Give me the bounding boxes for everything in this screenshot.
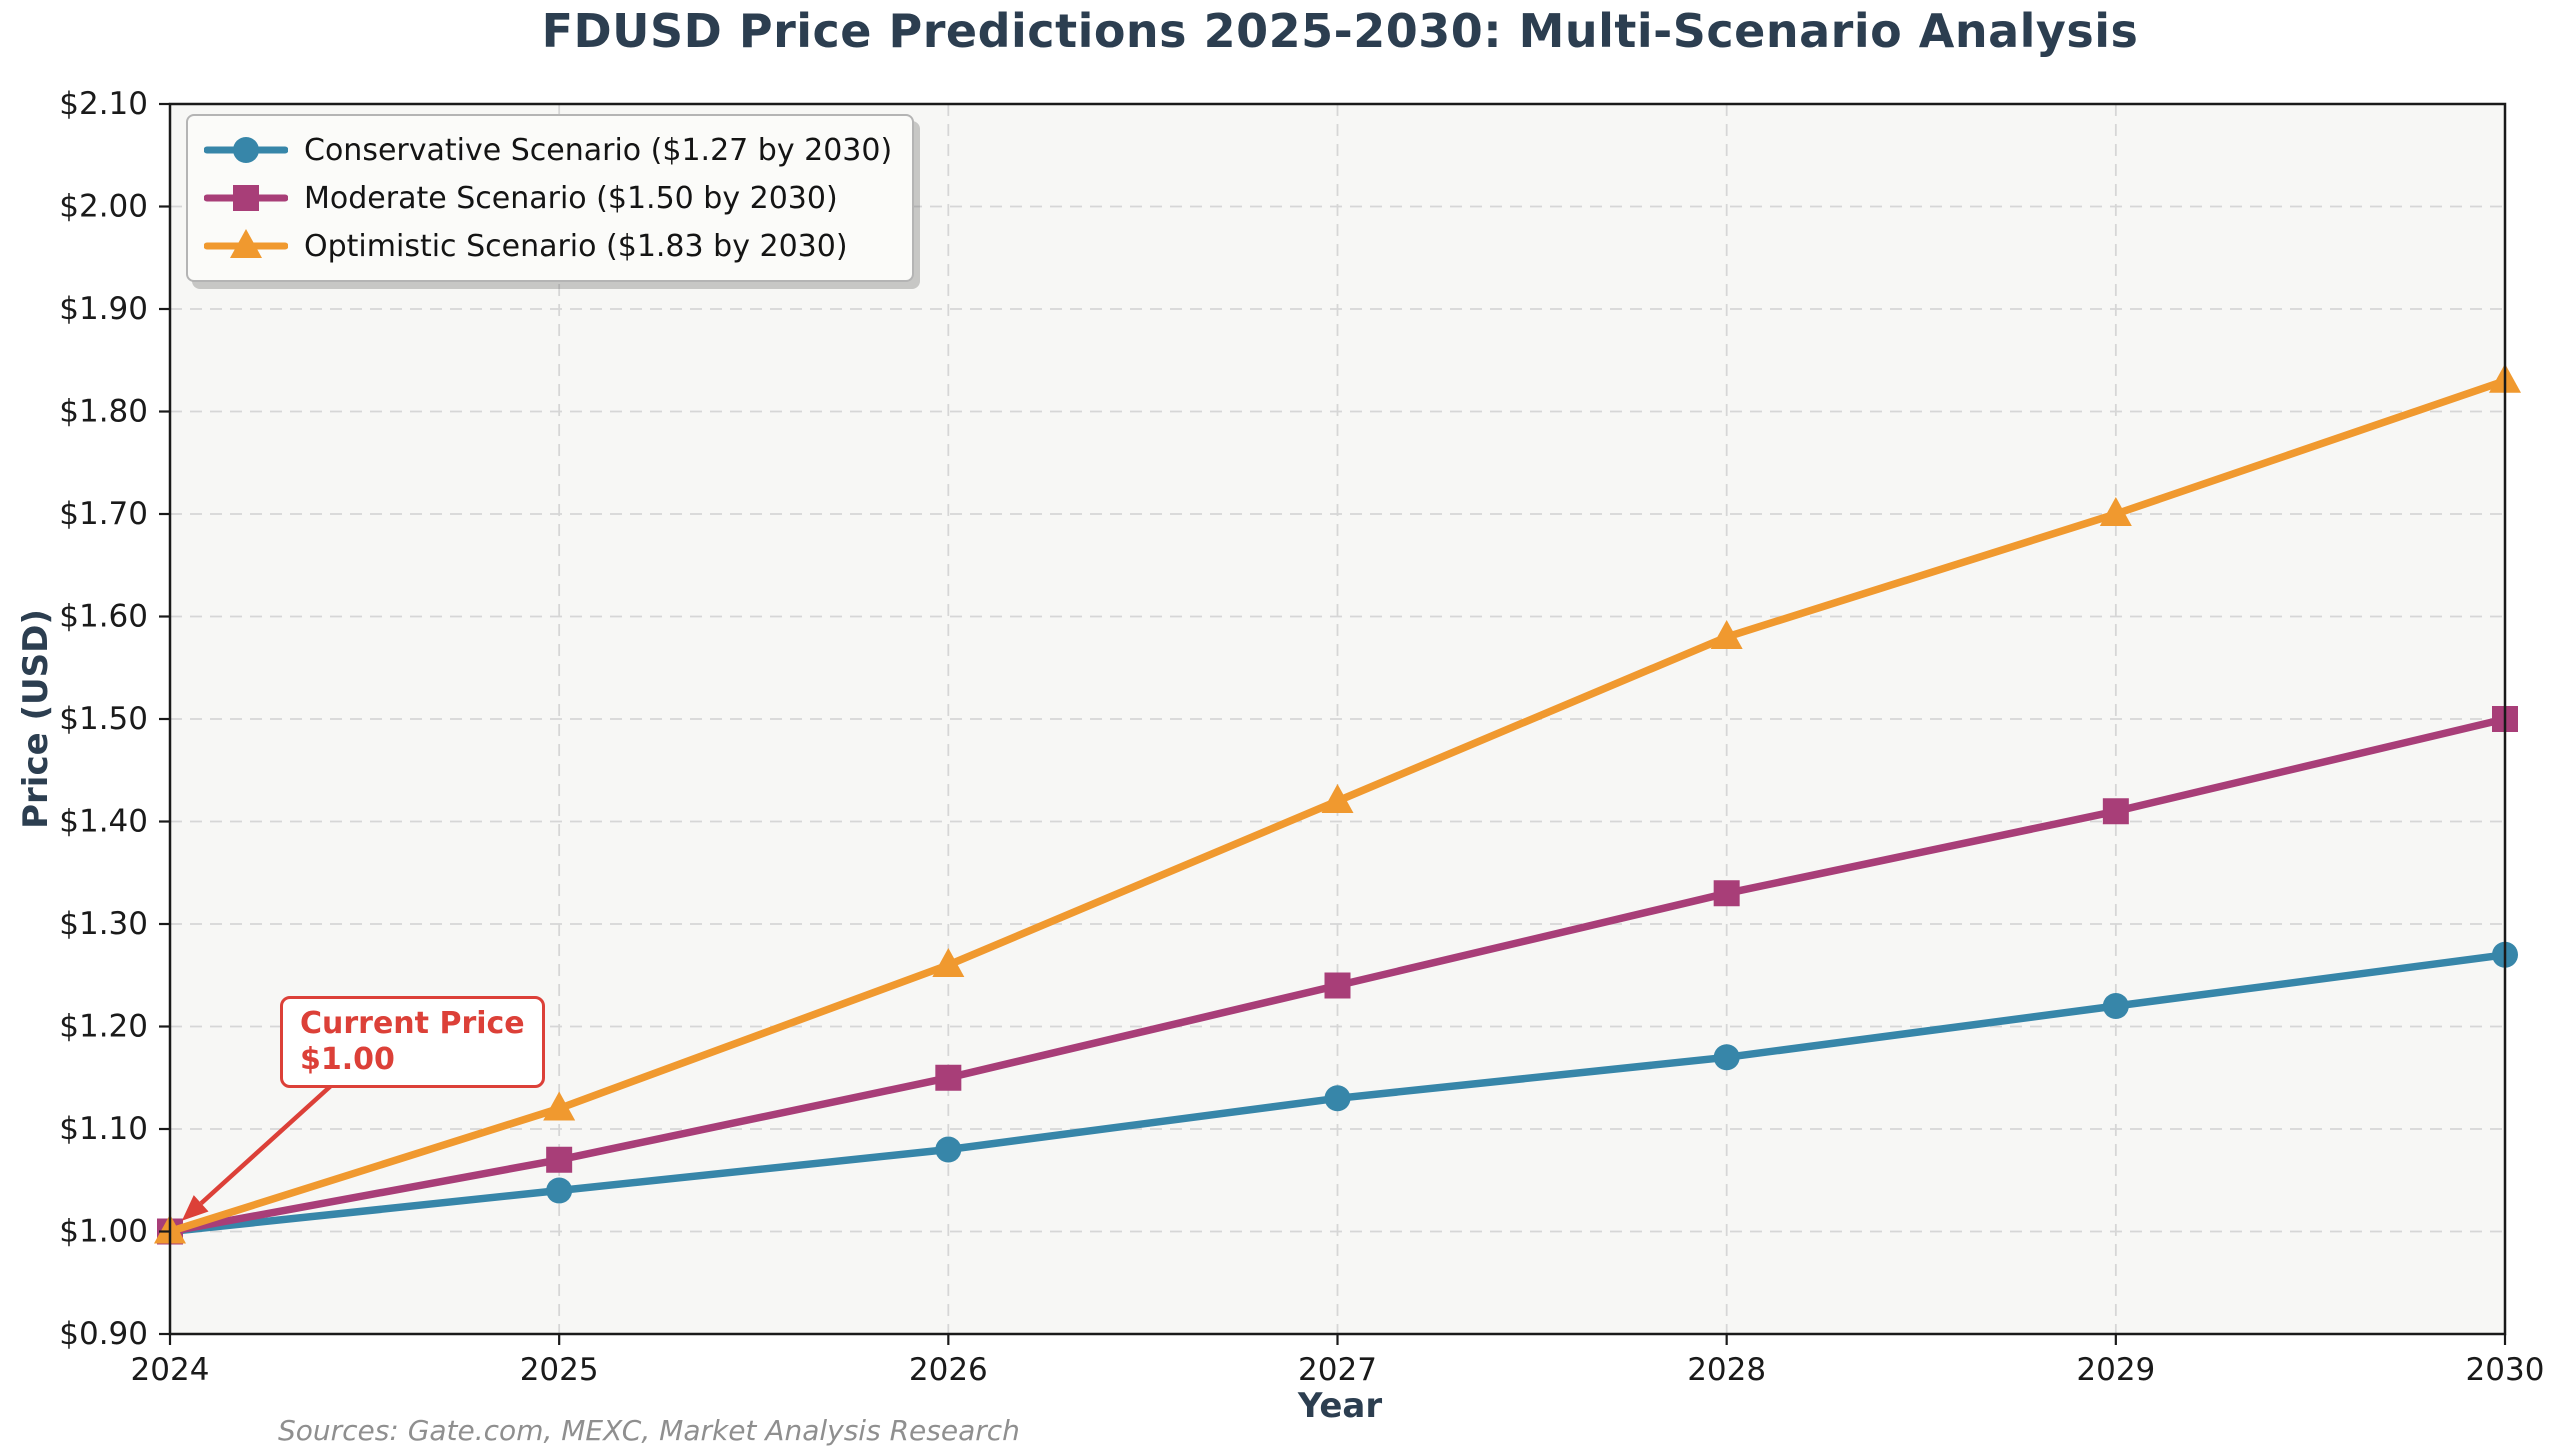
- data-marker: [932, 948, 965, 977]
- y-tick-label: $2.10: [59, 86, 148, 122]
- x-tick-label: 2026: [909, 1352, 988, 1388]
- data-marker: [1713, 880, 1740, 907]
- data-marker: [1324, 972, 1351, 999]
- y-axis-label: Price (USD): [16, 609, 56, 829]
- data-marker: [2099, 497, 2132, 526]
- x-tick-label: 2029: [2076, 1352, 2155, 1388]
- y-tick-label: $0.90: [59, 1316, 148, 1352]
- y-tick-label: $1.70: [59, 496, 148, 532]
- data-marker: [543, 1091, 576, 1121]
- x-tick-label: 2028: [1687, 1352, 1766, 1388]
- chart-title: FDUSD Price Predictions 2025-2030: Multi…: [541, 4, 2139, 58]
- y-tick-label: $1.50: [59, 701, 148, 737]
- x-tick-label: 2027: [1298, 1352, 1377, 1388]
- series-1: [157, 706, 2518, 1245]
- data-marker: [2102, 993, 2129, 1019]
- data-marker: [2102, 798, 2129, 825]
- data-marker: [1324, 1085, 1351, 1112]
- y-tick-label: $1.60: [59, 599, 148, 635]
- y-tick-label: $1.00: [59, 1214, 148, 1250]
- y-tick-label: $1.90: [59, 291, 148, 327]
- y-tick-label: $1.20: [59, 1009, 148, 1045]
- legend-item-1: Moderate Scenario ($1.50 by 2030): [204, 176, 892, 220]
- y-tick-label: $1.80: [59, 394, 148, 430]
- sources-caption: Sources: Gate.com, MEXC, Market Analysis…: [278, 1414, 1020, 1447]
- x-tick-label: 2025: [520, 1352, 599, 1388]
- annotation-arrow: [199, 1072, 346, 1205]
- data-marker: [935, 1064, 962, 1091]
- data-marker: [1713, 1044, 1740, 1071]
- legend-label: Moderate Scenario ($1.50 by 2030): [304, 180, 838, 216]
- data-marker: [1321, 784, 1354, 813]
- x-tick-label: 2030: [2466, 1352, 2545, 1388]
- legend-item-0: Conservative Scenario ($1.27 by 2030): [204, 128, 892, 172]
- data-marker: [546, 1146, 573, 1173]
- y-tick-label: $1.40: [59, 804, 148, 840]
- annotation-arrowhead: [181, 1195, 209, 1221]
- data-marker: [230, 229, 262, 258]
- x-axis-label: Year: [1297, 1386, 1383, 1426]
- y-tick-label: $2.00: [59, 189, 148, 225]
- data-marker: [546, 1177, 573, 1204]
- legend-label: Optimistic Scenario ($1.83 by 2030): [304, 228, 848, 264]
- series-2: [154, 363, 2521, 1244]
- y-tick-label: $1.30: [59, 906, 148, 942]
- legend: Conservative Scenario ($1.27 by 2030) Mod…: [186, 114, 915, 282]
- legend-item-2: Optimistic Scenario ($1.83 by 2030): [204, 224, 892, 268]
- legend-label: Conservative Scenario ($1.27 by 2030): [304, 132, 893, 168]
- legend-swatch-square-icon: [204, 185, 288, 211]
- annotation-line1: Current Price: [300, 1006, 525, 1041]
- current-price-annotation: Current Price $1.00: [280, 996, 545, 1088]
- y-tick-label: $1.10: [59, 1111, 148, 1147]
- legend-swatch-triangle-icon: [204, 229, 288, 258]
- legend-swatch-circle-icon: [204, 137, 288, 163]
- data-marker: [1710, 620, 1743, 649]
- annotation-line2: $1.00: [300, 1042, 395, 1077]
- x-tick-label: 2024: [131, 1352, 210, 1388]
- data-marker: [233, 137, 259, 163]
- data-marker: [935, 1136, 962, 1163]
- data-marker: [233, 185, 259, 211]
